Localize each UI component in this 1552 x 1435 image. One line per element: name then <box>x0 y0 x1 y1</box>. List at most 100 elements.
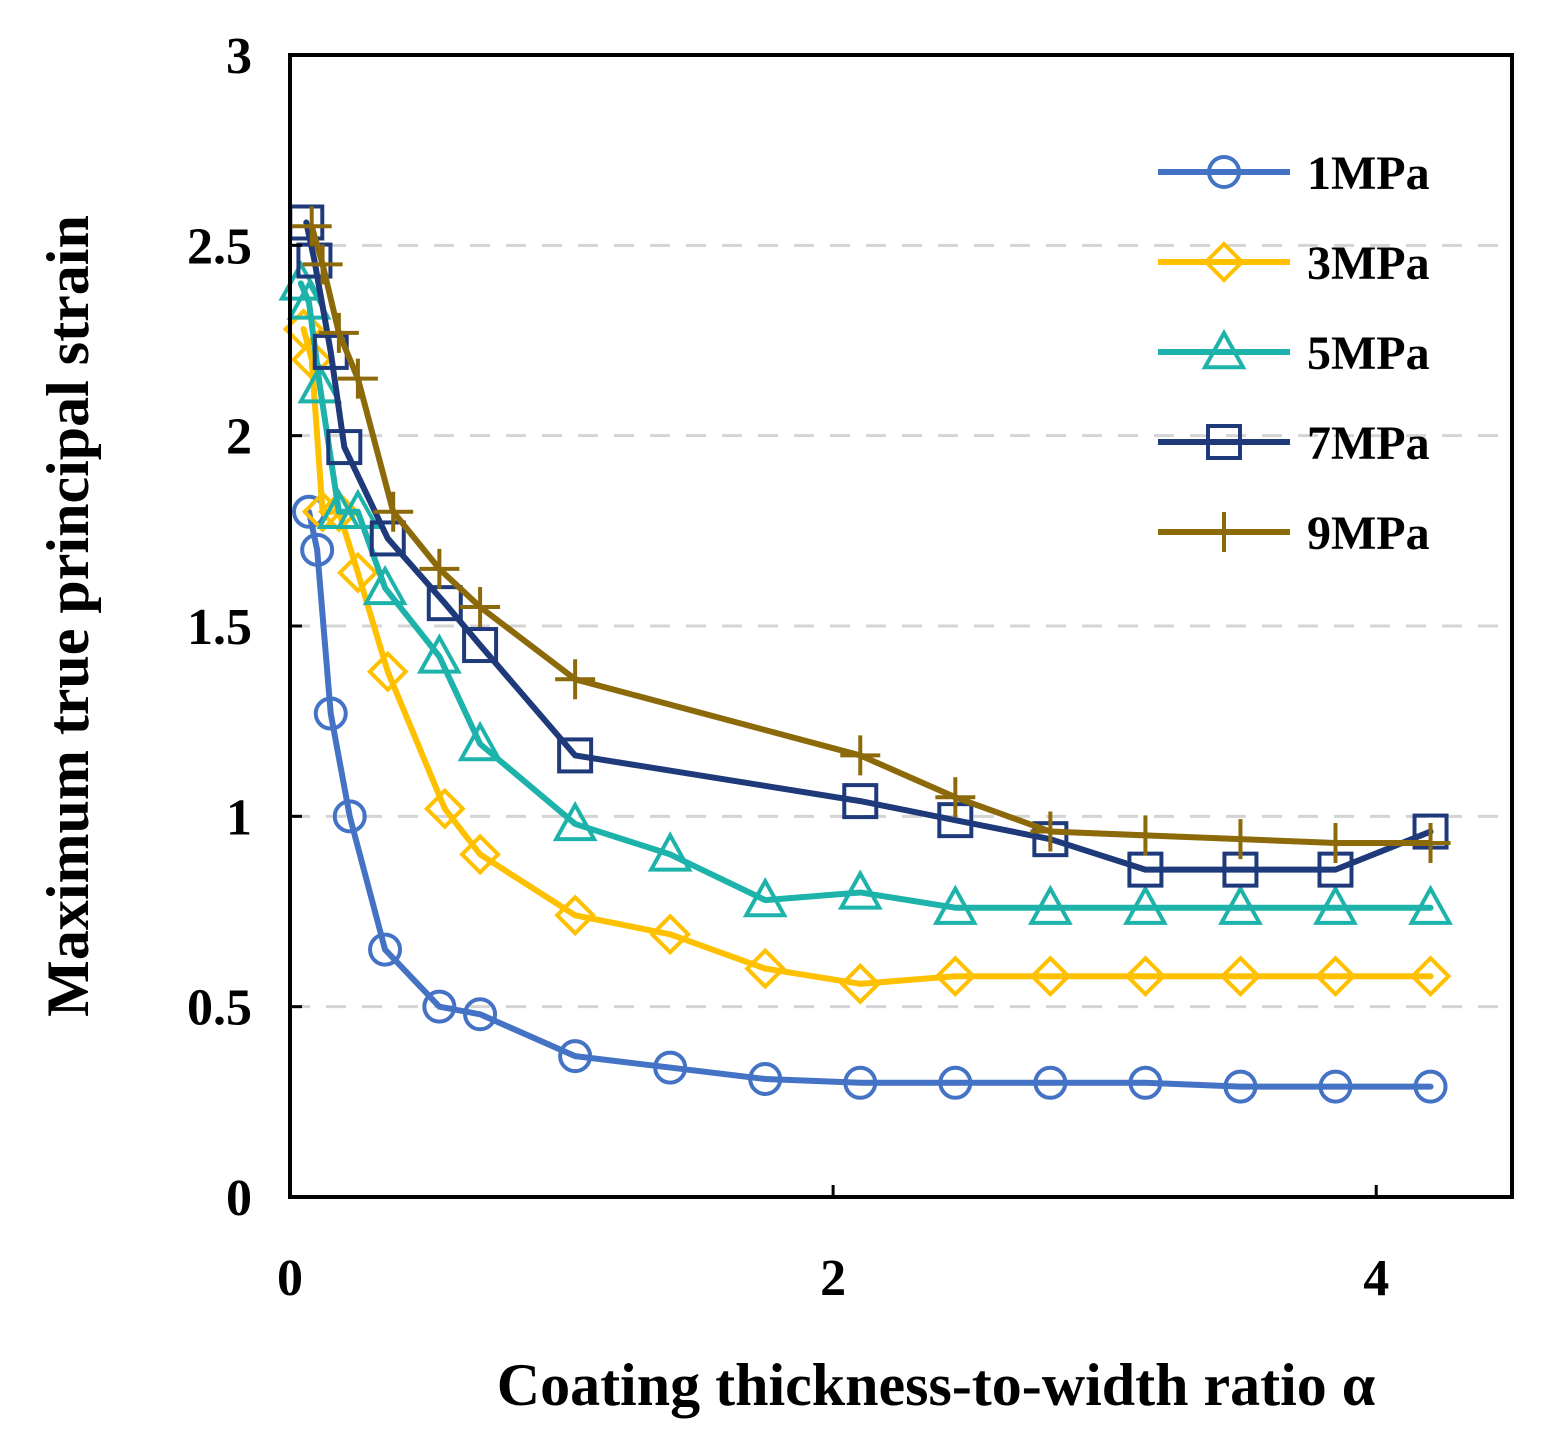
y-tick-label: 3 <box>226 28 252 85</box>
y-tick-label: 1 <box>226 789 252 846</box>
data-point-3mpa <box>554 894 596 937</box>
data-point-1mpa <box>1318 1069 1353 1104</box>
data-point-5mpa <box>1218 884 1263 925</box>
data-point-5mpa <box>1313 884 1358 925</box>
series-9mpa <box>291 206 1451 863</box>
data-point-1mpa <box>313 696 348 731</box>
series-7mpa <box>288 204 1449 888</box>
data-point-1mpa <box>558 1039 593 1074</box>
data-point-1mpa <box>368 932 403 967</box>
series-3mpa <box>282 308 1452 1005</box>
data-point-5mpa <box>837 869 883 910</box>
y-tick-label: 2.5 <box>187 218 252 275</box>
data-point-7mpa <box>842 783 879 820</box>
data-point-1mpa <box>1128 1065 1163 1100</box>
data-point-3mpa <box>301 490 344 533</box>
data-point-1mpa <box>1223 1069 1258 1104</box>
series-1mpa <box>292 494 1448 1104</box>
data-point-1mpa <box>748 1061 783 1096</box>
data-point-5mpa <box>457 720 503 762</box>
data-point-1mpa <box>422 989 457 1024</box>
data-point-7mpa <box>557 737 594 774</box>
legend-marker-7mpa <box>1206 424 1242 460</box>
data-point-5mpa <box>335 488 381 529</box>
x-tick-label: 4 <box>1363 1250 1389 1307</box>
data-point-7mpa <box>326 429 363 466</box>
data-point-5mpa <box>362 564 408 606</box>
data-point-9mpa <box>373 491 414 532</box>
data-point-9mpa <box>1125 815 1166 856</box>
data-point-3mpa <box>744 947 787 990</box>
data-point-3mpa <box>1314 955 1357 998</box>
data-point-3mpa <box>839 962 882 1005</box>
data-point-1mpa <box>463 997 498 1032</box>
legend-label-5mpa: 5MPa <box>1307 327 1430 380</box>
data-point-3mpa <box>934 955 977 998</box>
data-point-5mpa <box>552 800 598 842</box>
series-group <box>278 204 1453 1104</box>
data-point-3mpa <box>1409 955 1452 998</box>
series-line-1mpa <box>306 508 1434 1090</box>
legend-marker-9mpa <box>1204 512 1244 552</box>
data-point-1mpa <box>653 1050 688 1085</box>
data-point-3mpa <box>290 338 333 381</box>
y-tick-label: 2 <box>226 409 252 466</box>
data-point-5mpa <box>416 633 462 674</box>
series-line-7mpa <box>303 219 1434 873</box>
data-point-9mpa <box>935 777 976 818</box>
data-point-3mpa <box>423 787 466 830</box>
data-point-3mpa <box>649 913 692 956</box>
x-axis-label: Coating thickness-to-width ratio α <box>497 1352 1376 1418</box>
legend-marker-5mpa <box>1201 328 1247 370</box>
data-point-9mpa <box>1315 822 1356 863</box>
data-point-9mpa <box>291 206 332 247</box>
data-point-3mpa <box>1124 955 1167 998</box>
series-5mpa <box>278 260 1453 925</box>
legend-item-7mpa: 7MPa <box>1158 417 1430 470</box>
data-point-9mpa <box>1410 822 1451 863</box>
data-point-1mpa <box>843 1065 878 1100</box>
data-point-5mpa <box>1027 884 1073 925</box>
legend-item-9mpa: 9MPa <box>1158 507 1430 560</box>
data-point-5mpa <box>1123 884 1168 925</box>
data-point-1mpa <box>1033 1065 1068 1100</box>
data-point-9mpa <box>460 586 501 627</box>
data-point-9mpa <box>318 312 359 353</box>
data-point-1mpa <box>938 1065 973 1100</box>
legend-item-1mpa: 1MPa <box>1158 147 1430 200</box>
data-point-7mpa <box>369 520 406 557</box>
data-point-7mpa <box>462 627 499 664</box>
y-axis-label: Maximum true principal strain <box>35 215 101 1017</box>
data-point-1mpa <box>1413 1069 1448 1104</box>
legend-item-3mpa: 3MPa <box>1158 237 1430 290</box>
y-tick-label: 0.5 <box>187 980 252 1037</box>
legend-marker-3mpa <box>1203 241 1245 283</box>
legend-label-9mpa: 9MPa <box>1307 507 1430 560</box>
data-point-3mpa <box>366 650 409 693</box>
y-tick-label: 0 <box>226 1170 252 1227</box>
data-point-5mpa <box>742 876 788 918</box>
series-line-5mpa <box>297 280 1434 911</box>
data-point-3mpa <box>1029 955 1072 998</box>
data-point-9mpa <box>419 548 460 589</box>
data-point-5mpa <box>286 279 332 320</box>
data-point-9mpa <box>1220 819 1261 860</box>
x-tick-label: 2 <box>820 1250 846 1307</box>
data-point-9mpa <box>302 244 343 285</box>
data-point-9mpa <box>555 659 596 700</box>
data-point-3mpa <box>1219 955 1262 998</box>
legend-label-1mpa: 1MPa <box>1307 147 1430 200</box>
data-point-5mpa <box>297 363 343 404</box>
data-point-1mpa <box>332 799 367 834</box>
data-point-9mpa <box>840 735 881 776</box>
legend-item-5mpa: 5MPa <box>1158 327 1430 380</box>
data-point-9mpa <box>1030 811 1071 852</box>
data-point-3mpa <box>337 551 379 594</box>
data-point-1mpa <box>300 532 335 567</box>
legend-label-7mpa: 7MPa <box>1307 417 1430 470</box>
legend: 1MPa 3MPa 5MPa 7MPa 9MPa <box>1158 147 1430 560</box>
data-point-5mpa <box>1408 884 1453 925</box>
data-point-5mpa <box>932 884 978 925</box>
data-point-7mpa <box>426 585 463 622</box>
